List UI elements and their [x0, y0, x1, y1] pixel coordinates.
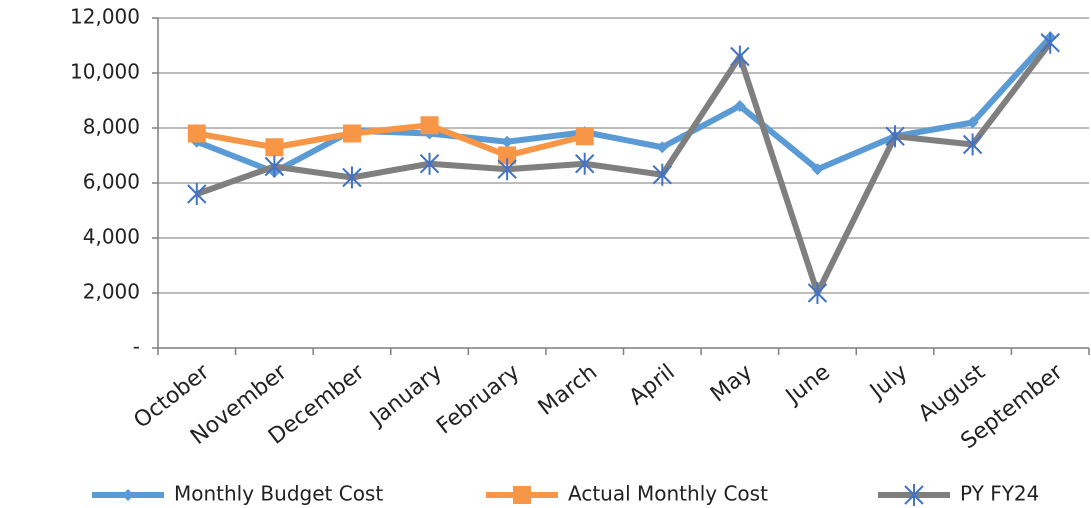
- legend-marker: [122, 489, 134, 501]
- data-point: [575, 152, 595, 175]
- data-point: [652, 163, 672, 186]
- x-tick-label: July: [864, 360, 912, 405]
- data-point: [342, 124, 361, 143]
- series-line: [196, 122, 586, 159]
- data-point: [497, 158, 517, 181]
- data-point: [811, 163, 824, 176]
- legend-label: Monthly Budget Cost: [174, 482, 383, 506]
- data-point: [501, 135, 514, 148]
- series-line: [195, 35, 1053, 175]
- data-point: [807, 282, 828, 304]
- data-point: [656, 141, 669, 154]
- y-tick-label: 6,000: [83, 170, 140, 194]
- x-tick-label: March: [534, 360, 602, 421]
- legend-label: PY FY24: [960, 482, 1039, 506]
- data-point: [342, 166, 362, 189]
- x-tick-label: June: [780, 360, 835, 410]
- y-tick-label: 8,000: [83, 115, 140, 139]
- data-point: [265, 138, 284, 157]
- data-point: [419, 152, 440, 175]
- series-line: [195, 40, 1053, 296]
- data-point: [1040, 31, 1060, 54]
- data-point: [966, 116, 979, 129]
- legend-marker: [904, 484, 924, 506]
- x-tick-label: April: [625, 360, 680, 411]
- data-point: [962, 133, 983, 156]
- data-point: [187, 124, 206, 143]
- y-tick-label: 4,000: [83, 225, 140, 249]
- y-tick-label: 10,000: [70, 60, 140, 84]
- data-point: [420, 116, 439, 135]
- data-point: [733, 100, 746, 112]
- data-point: [730, 45, 750, 68]
- y-tick-label: 12,000: [70, 5, 140, 29]
- data-point: [187, 183, 207, 205]
- data-point: [885, 125, 905, 148]
- y-tick-label: -: [133, 335, 140, 359]
- x-tick-label: May: [706, 360, 757, 408]
- x-tick-label: February: [432, 360, 524, 440]
- data-point: [264, 155, 285, 178]
- data-point: [498, 146, 517, 165]
- y-tick-label: 2,000: [83, 280, 140, 304]
- data-point: [575, 127, 594, 146]
- legend-label: Actual Monthly Cost: [568, 482, 768, 506]
- legend-marker: [513, 486, 531, 504]
